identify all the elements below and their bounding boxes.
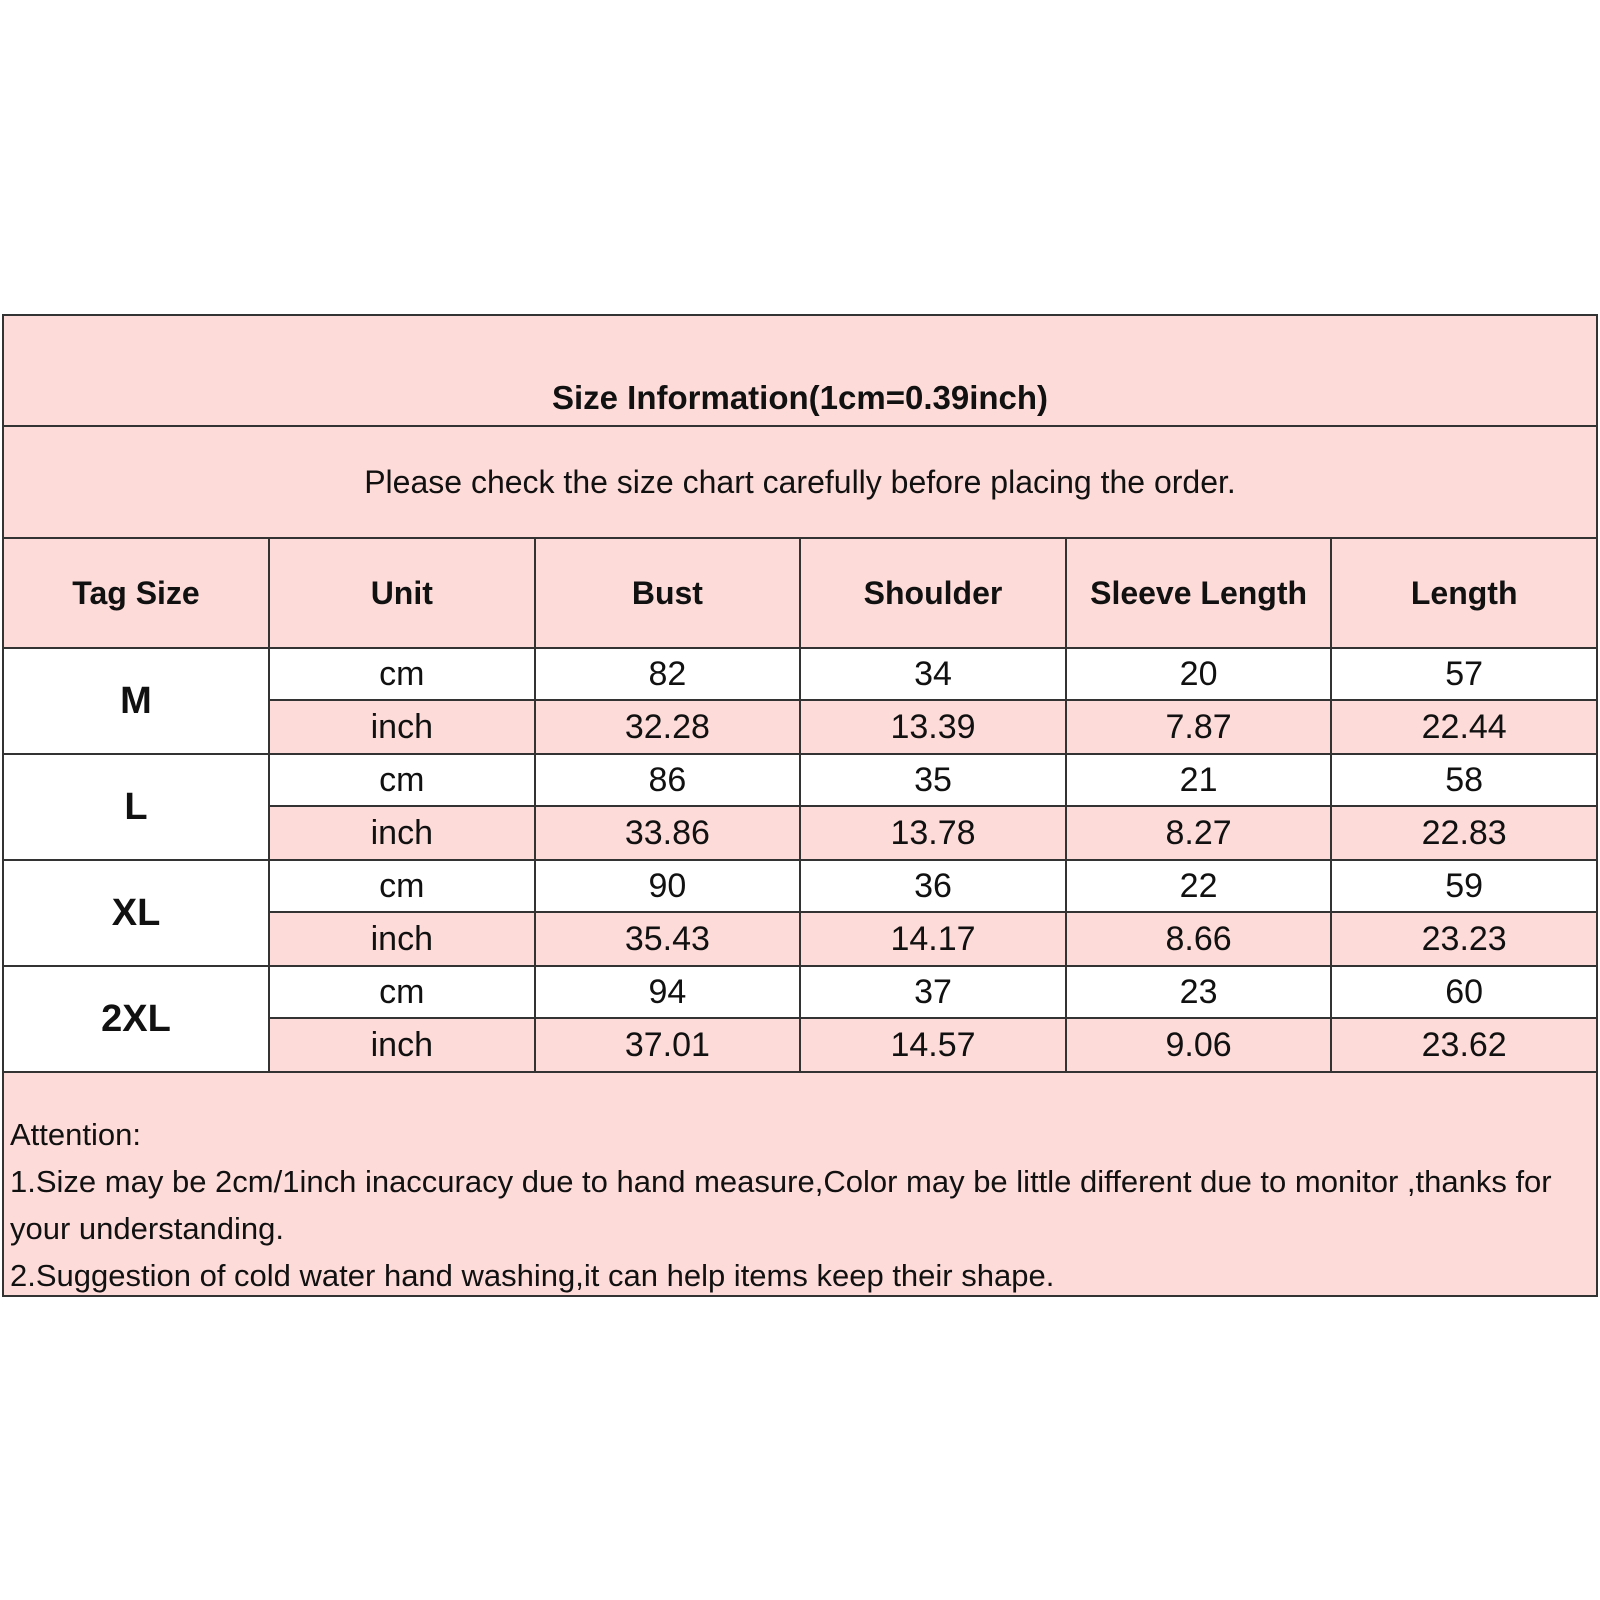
value-cell: 59 [1445,866,1484,905]
table-row: cm 86 35 21 58 [270,755,1596,807]
value-cell: 82 [536,649,802,699]
value-cell: 8.27 [1067,807,1333,859]
header-tag-size: Tag Size [4,539,270,647]
attention-line: 2.Suggestion of cold water hand washing,… [10,1258,1055,1293]
unit-cell: cm [270,861,536,911]
value-cell: 23.62 [1421,1025,1507,1064]
chart-subtitle: Please check the size chart carefully be… [4,427,1596,539]
table-row: cm 94 37 23 60 [270,967,1596,1019]
value-cell: 22.83 [1421,813,1507,852]
table-row: inch 33.86 13.78 8.27 22.83 [270,807,1596,859]
unit-cell: inch [270,807,536,859]
size-chart: Size Information(1cm=0.39inch) Please ch… [2,314,1598,1297]
header-sleeve-length: Sleeve Length [1067,539,1333,647]
table-row: inch 35.43 14.17 8.66 23.23 [270,913,1596,965]
size-group: M cm 82 34 20 57 inch 32.28 13.39 7.87 22.44 [4,649,1596,755]
size-group: L cm 86 35 21 58 inch 33.86 13.78 8.27 22.83 [4,755,1596,861]
tag-size: M [4,649,270,753]
value-cell: 13.39 [801,701,1067,753]
header-unit: Unit [270,539,536,647]
tag-size: XL [4,861,270,965]
unit-cell: cm [270,649,536,699]
value-cell: 57 [1445,654,1484,693]
value-cell: 86 [536,755,802,805]
tag-size: 2XL [4,967,270,1071]
value-cell: 9.06 [1067,1019,1333,1071]
unit-cell: cm [270,967,536,1017]
value-cell: 20 [1067,649,1333,699]
table-row: inch 32.28 13.39 7.87 22.44 [270,701,1596,753]
value-cell: 14.57 [801,1019,1067,1071]
value-cell: 8.66 [1067,913,1333,965]
value-cell: 37.01 [536,1019,802,1071]
value-cell: 33.86 [536,807,802,859]
attention-line: 1.Size may be 2cm/1inch inaccuracy due t… [10,1164,1561,1246]
unit-cell: inch [270,701,536,753]
header-length: Length [1410,574,1518,611]
value-cell: 58 [1445,760,1484,799]
header-bust: Bust [536,539,802,647]
value-cell: 22 [1067,861,1333,911]
value-cell: 36 [801,861,1067,911]
value-cell: 32.28 [536,701,802,753]
value-cell: 37 [801,967,1067,1017]
value-cell: 14.17 [801,913,1067,965]
size-group: 2XL cm 94 37 23 60 inch 37.01 14.57 9.06 23.62 [4,967,1596,1073]
table-row: cm 82 34 20 57 [270,649,1596,701]
unit-cell: inch [270,913,536,965]
value-cell: 35 [801,755,1067,805]
chart-title: Size Information(1cm=0.39inch) [4,316,1596,427]
attention-notes: Attention: 1.Size may be 2cm/1inch inacc… [4,1073,1596,1295]
value-cell: 94 [536,967,802,1017]
header-row: Tag Size Unit Bust Shoulder Sleeve Lengt… [4,539,1596,649]
value-cell: 22.44 [1421,707,1507,746]
table-row: inch 37.01 14.57 9.06 23.62 [270,1019,1596,1071]
unit-cell: cm [270,755,536,805]
value-cell: 7.87 [1067,701,1333,753]
tag-size: L [4,755,270,859]
value-cell: 34 [801,649,1067,699]
value-cell: 35.43 [536,913,802,965]
attention-heading: Attention: [10,1117,141,1152]
header-shoulder: Shoulder [801,539,1067,647]
table-row: cm 90 36 22 59 [270,861,1596,913]
value-cell: 23.23 [1421,919,1507,958]
value-cell: 13.78 [801,807,1067,859]
value-cell: 90 [536,861,802,911]
value-cell: 60 [1445,972,1484,1011]
unit-cell: inch [270,1019,536,1071]
value-cell: 21 [1067,755,1333,805]
size-group: XL cm 90 36 22 59 inch 35.43 14.17 8.66 23.23 [4,861,1596,967]
value-cell: 23 [1067,967,1333,1017]
